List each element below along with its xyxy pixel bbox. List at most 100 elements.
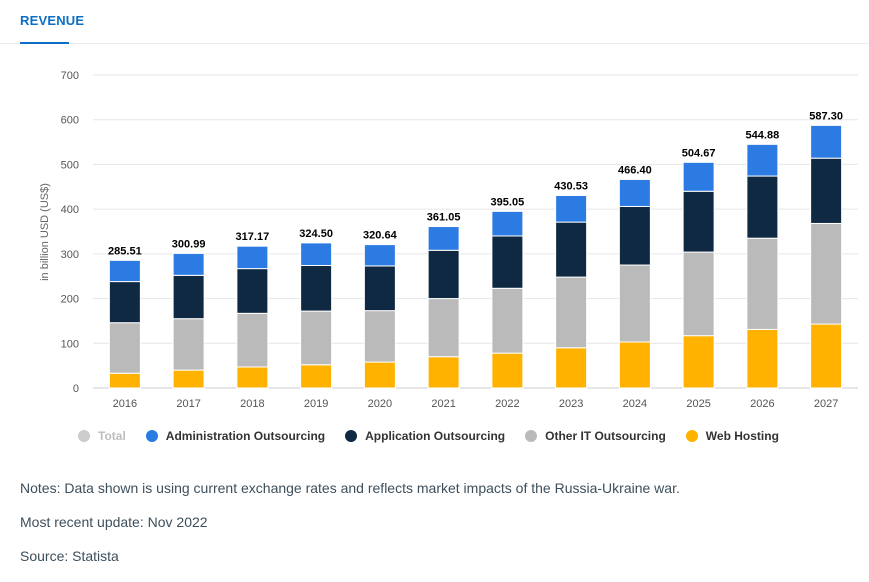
total-data-label: 504.67 xyxy=(682,147,716,159)
legend-color-dot xyxy=(145,430,158,442)
bar-segment-other-it-outsourcing[interactable] xyxy=(810,222,843,325)
total-data-label: 466.40 xyxy=(618,164,652,176)
legend-item-administration-outsourcing[interactable]: Administration Outsourcing xyxy=(145,429,326,443)
bar-segment-web-hosting[interactable] xyxy=(108,372,141,389)
x-tick-label: 2024 xyxy=(623,398,647,410)
x-tick-label: 2016 xyxy=(113,398,137,410)
y-tick-label: 300 xyxy=(61,249,79,261)
y-tick-label: 600 xyxy=(61,115,79,127)
x-tick-label: 2022 xyxy=(495,398,519,410)
y-tick-label: 200 xyxy=(61,294,79,306)
x-tick-label: 2021 xyxy=(431,398,455,410)
x-tick-label: 2026 xyxy=(750,398,774,410)
y-axis-label: in billion USD (US$) xyxy=(39,183,51,281)
legend-item-total[interactable]: Total xyxy=(78,429,126,443)
legend-label: Administration Outsourcing xyxy=(165,429,326,443)
bar-segment-application-outsourcing[interactable] xyxy=(363,265,396,312)
legend-item-web-hosting[interactable]: Web Hosting xyxy=(685,429,779,443)
x-tick-label: 2025 xyxy=(686,398,710,410)
bar-segment-web-hosting[interactable] xyxy=(682,335,715,389)
bar-segment-other-it-outsourcing[interactable] xyxy=(618,264,651,343)
source-text: Source: Statista xyxy=(20,548,119,564)
y-tick-label: 500 xyxy=(61,159,79,171)
bar-segment-web-hosting[interactable] xyxy=(427,356,460,389)
bar-segment-administration-outsourcing[interactable] xyxy=(236,245,269,270)
bar-segment-other-it-outsourcing[interactable] xyxy=(555,276,588,349)
bar-segment-other-it-outsourcing[interactable] xyxy=(427,298,460,358)
bar-segment-administration-outsourcing[interactable] xyxy=(300,242,333,266)
bar-segment-application-outsourcing[interactable] xyxy=(682,190,715,253)
bar-segment-administration-outsourcing[interactable] xyxy=(618,178,651,207)
tab-revenue[interactable]: REVENUE xyxy=(20,13,85,28)
bar-segment-other-it-outsourcing[interactable] xyxy=(108,322,141,374)
legend-item-application-outsourcing[interactable]: Application Outsourcing xyxy=(345,429,505,443)
bar-segment-web-hosting[interactable] xyxy=(746,328,779,389)
y-tick-label: 100 xyxy=(61,338,79,350)
x-tick-label: 2019 xyxy=(304,398,328,410)
legend-color-dot xyxy=(78,430,90,442)
total-data-label: 361.05 xyxy=(427,212,461,224)
total-data-label: 544.88 xyxy=(746,129,780,141)
bar-segment-application-outsourcing[interactable] xyxy=(810,157,843,224)
bar-segment-administration-outsourcing[interactable] xyxy=(427,226,460,251)
bar-segment-web-hosting[interactable] xyxy=(555,347,588,389)
legend-item-other-it-outsourcing[interactable]: Other IT Outsourcing xyxy=(525,429,666,443)
bar-segment-web-hosting[interactable] xyxy=(491,352,524,389)
bar-segment-web-hosting[interactable] xyxy=(236,366,269,389)
total-data-label: 430.53 xyxy=(554,180,588,192)
x-tick-label: 2017 xyxy=(176,398,200,410)
bar-segment-administration-outsourcing[interactable] xyxy=(746,143,779,177)
chart-legend: Total Administration Outsourcing Applicati… xyxy=(78,428,799,444)
bar-segment-web-hosting[interactable] xyxy=(810,323,843,389)
total-data-label: 317.17 xyxy=(236,231,270,243)
tab-active-underline xyxy=(20,42,69,44)
bar-segment-administration-outsourcing[interactable] xyxy=(555,194,588,223)
chart-area: 285.51 300.99 317.17 324.50 320.64 361.05 395.… xyxy=(0,44,869,454)
bar-segment-other-it-outsourcing[interactable] xyxy=(363,310,396,363)
bar-segment-other-it-outsourcing[interactable] xyxy=(236,312,269,368)
revenue-stacked-bar-chart: 285.51 300.99 317.17 324.50 320.64 361.05 395.… xyxy=(39,70,858,410)
x-tick-label: 2020 xyxy=(368,398,392,410)
x-tick-label: 2027 xyxy=(814,398,838,410)
bar-segment-administration-outsourcing[interactable] xyxy=(682,161,715,192)
bar-segment-web-hosting[interactable] xyxy=(618,341,651,389)
y-tick-label: 700 xyxy=(61,70,79,82)
bar-segment-application-outsourcing[interactable] xyxy=(236,268,269,314)
bar-segment-application-outsourcing[interactable] xyxy=(300,264,333,312)
update-text: Most recent update: Nov 2022 xyxy=(20,514,208,530)
bar-segment-application-outsourcing[interactable] xyxy=(427,249,460,300)
total-data-label: 395.05 xyxy=(491,196,525,208)
x-tick-label: 2023 xyxy=(559,398,583,410)
bar-segment-administration-outsourcing[interactable] xyxy=(108,259,141,283)
bar-segment-other-it-outsourcing[interactable] xyxy=(746,237,779,330)
notes-text: Notes: Data shown is using current excha… xyxy=(20,480,680,496)
legend-label: Web Hosting xyxy=(705,429,779,443)
total-data-label: 285.51 xyxy=(108,245,142,257)
legend-label: Other IT Outsourcing xyxy=(545,429,666,443)
bar-segment-administration-outsourcing[interactable] xyxy=(172,252,205,276)
bar-segment-other-it-outsourcing[interactable] xyxy=(491,287,524,354)
bar-segment-application-outsourcing[interactable] xyxy=(108,281,141,324)
bar-segment-administration-outsourcing[interactable] xyxy=(491,210,524,237)
legend-color-dot xyxy=(345,430,358,442)
bar-segment-web-hosting[interactable] xyxy=(172,369,205,389)
bar-segment-administration-outsourcing[interactable] xyxy=(363,244,396,267)
total-data-label: 300.99 xyxy=(172,238,206,250)
bar-segment-application-outsourcing[interactable] xyxy=(491,235,524,289)
legend-label: Total xyxy=(98,429,126,443)
bar-segment-administration-outsourcing[interactable] xyxy=(810,124,843,159)
bar-segment-application-outsourcing[interactable] xyxy=(172,274,205,320)
bar-segment-web-hosting[interactable] xyxy=(300,364,333,389)
bar-segment-web-hosting[interactable] xyxy=(363,361,396,389)
legend-label: Application Outsourcing xyxy=(365,429,506,443)
bar-segment-other-it-outsourcing[interactable] xyxy=(172,318,205,371)
bar-segment-application-outsourcing[interactable] xyxy=(618,205,651,266)
bar-segment-application-outsourcing[interactable] xyxy=(555,221,588,278)
bar-segment-other-it-outsourcing[interactable] xyxy=(682,251,715,337)
total-data-label: 320.64 xyxy=(363,230,398,242)
bar-segment-application-outsourcing[interactable] xyxy=(746,175,779,239)
legend-color-dot xyxy=(685,430,698,442)
total-data-label: 587.30 xyxy=(809,110,843,122)
total-data-label: 324.50 xyxy=(299,228,333,240)
bar-segment-other-it-outsourcing[interactable] xyxy=(300,310,333,366)
